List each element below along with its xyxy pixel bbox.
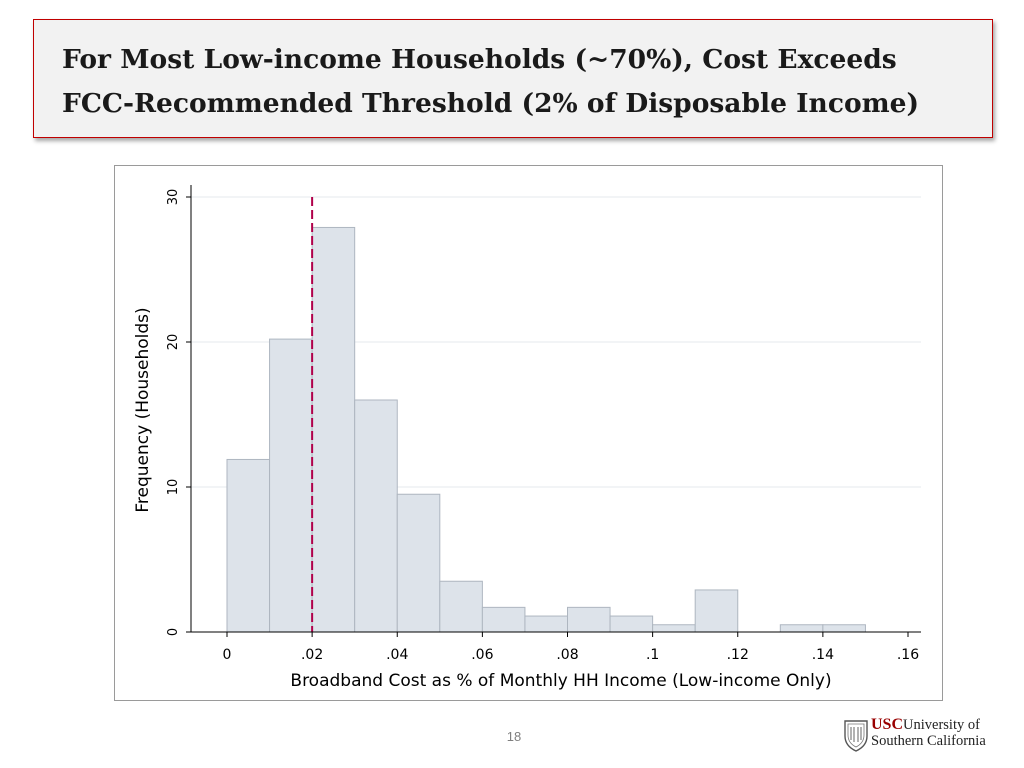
x-tick-label: 0 — [223, 647, 232, 663]
histogram-bar — [269, 338, 313, 633]
x-tick-label: .04 — [386, 647, 408, 663]
x-axis-title: Broadband Cost as % of Monthly HH Income… — [290, 671, 831, 691]
axes — [186, 185, 921, 637]
histogram-bar — [226, 458, 271, 633]
histogram-bar — [311, 226, 356, 633]
x-tick-label: .14 — [812, 647, 834, 663]
histogram-bar — [354, 399, 398, 633]
logo-line2: Southern California — [871, 733, 986, 749]
usc-logo: USCUniversity of Southern California — [843, 716, 1003, 756]
axis-labels: 0 .02 .04 .06 .08 .1 .12 .14 .16 0 10 20 30 Broadband… — [133, 189, 919, 691]
title-box: For Most Low-income Households (~70%), C… — [33, 19, 993, 138]
histogram-bar — [822, 624, 866, 633]
logo-text: USCUniversity of Southern California — [871, 716, 986, 750]
x-tick-label: .16 — [897, 647, 919, 663]
histogram-bar — [396, 493, 441, 633]
histogram-bar — [609, 615, 654, 633]
histogram-bars — [226, 226, 866, 633]
histogram-bar — [694, 589, 739, 633]
x-tick-label: .1 — [646, 647, 659, 663]
y-axis-title: Frequency (Households) — [133, 307, 153, 512]
slide-title-line1: For Most Low-income Households (~70%), C… — [62, 44, 897, 75]
histogram-bar — [481, 606, 526, 633]
histogram-chart: 0 .02 .04 .06 .08 .1 .12 .14 .16 0 10 20 30 Broadband… — [114, 165, 943, 701]
y-tick-label: 30 — [166, 189, 181, 206]
histogram-bar — [524, 615, 568, 633]
histogram-bar — [567, 606, 611, 633]
slide-title: For Most Low-income Households (~70%), C… — [62, 38, 977, 126]
x-tick-label: .08 — [556, 647, 578, 663]
page-number: 18 — [506, 729, 522, 744]
y-tick-label: 0 — [166, 628, 181, 636]
histogram-bar — [652, 624, 696, 633]
slide-title-line2: FCC-Recommended Threshold (2% of Disposa… — [62, 88, 920, 119]
histogram-bar — [439, 580, 483, 633]
x-tick-label: .12 — [727, 647, 749, 663]
x-tick-label: .06 — [471, 647, 493, 663]
histogram-bar — [779, 624, 824, 633]
logo-line1: University of — [903, 717, 980, 733]
x-tick-label: .02 — [301, 647, 323, 663]
y-tick-label: 20 — [166, 334, 181, 351]
histogram-svg: 0 .02 .04 .06 .08 .1 .12 .14 .16 0 10 20 30 Broadband… — [133, 185, 921, 691]
y-tick-label: 10 — [166, 479, 181, 496]
logo-usc: USC — [871, 716, 904, 733]
usc-seal-icon — [844, 720, 868, 752]
